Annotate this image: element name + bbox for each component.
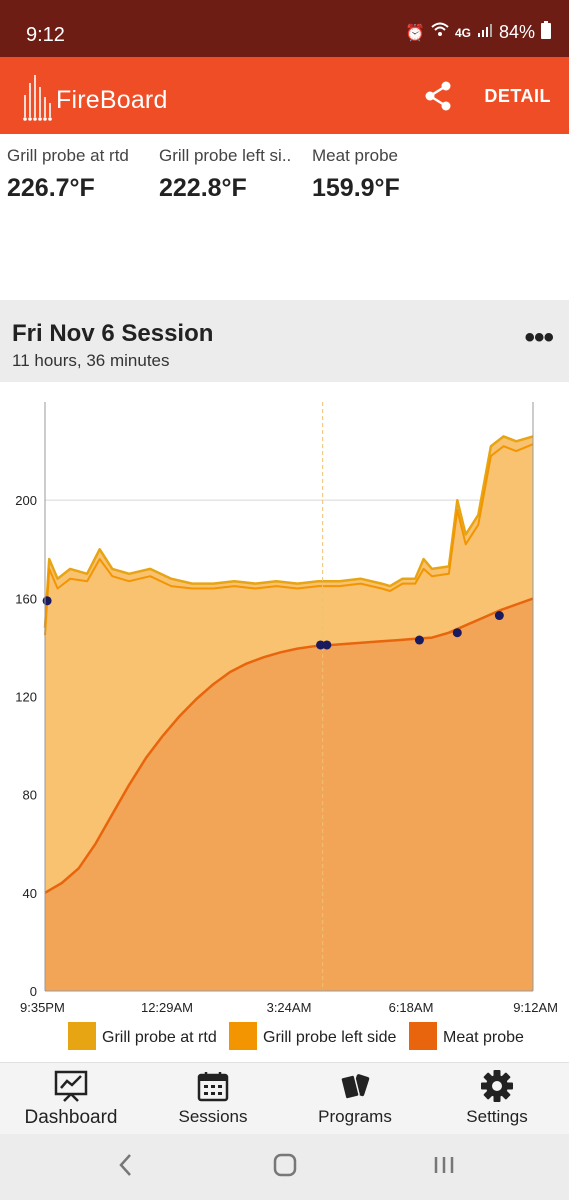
session-chart[interactable]: 0 40 80 120 160 200 9:35PM 12:29AM 3:24AM 6:18AM 9… <box>0 382 569 1062</box>
x-tick-label: 12:29AM <box>141 1000 193 1015</box>
battery-percent: 84% <box>498 22 535 42</box>
nav-settings[interactable]: Settings <box>442 1069 552 1127</box>
battery-icon <box>541 21 551 44</box>
legend-label: Grill probe left side <box>263 1029 396 1046</box>
probe-temp: 159.9°F <box>312 174 400 202</box>
probe-card-meat[interactable]: Meat probe 159.9°F <box>312 146 457 203</box>
data-marker <box>494 611 504 621</box>
network-type-icon: 4G <box>454 25 471 40</box>
legend-swatch <box>409 1022 437 1050</box>
nav-label: Programs <box>318 1107 392 1126</box>
probe-name: Grill probe left si.. <box>159 146 292 165</box>
recent-apps-icon[interactable] <box>432 1151 458 1186</box>
series-line <box>44 597 534 894</box>
data-marker <box>316 640 326 650</box>
x-tick-label: 6:18AM <box>389 1000 434 1015</box>
x-tick-label: 3:24AM <box>267 1000 312 1015</box>
x-tick-label: 9:35PM <box>20 1000 65 1015</box>
probe-readings: Grill probe at rtd 226.7°F Grill probe l… <box>0 134 569 300</box>
probe-card-grill-rtd[interactable]: Grill probe at rtd 226.7°F <box>7 146 152 203</box>
nav-label: Sessions <box>178 1107 248 1126</box>
y-tick-label: 200 <box>15 493 37 508</box>
y-tick-label: 80 <box>23 788 37 803</box>
nav-sessions[interactable]: Sessions <box>158 1069 268 1127</box>
fireboard-logo: FireBoard <box>22 69 168 123</box>
detail-button[interactable]: DETAIL <box>484 86 551 106</box>
data-marker <box>322 640 332 650</box>
status-icons: ⏰ 4G 84% <box>405 21 551 44</box>
probe-temp: 226.7°F <box>7 174 95 202</box>
legend-swatch <box>229 1022 257 1050</box>
session-duration: 11 hours, 36 minutes <box>12 351 170 370</box>
legend-label: Grill probe at rtd <box>102 1029 217 1046</box>
system-navigation-bar <box>0 1134 569 1200</box>
series-area <box>45 598 533 991</box>
nav-dashboard[interactable]: Dashboard <box>16 1069 126 1129</box>
app-bar: FireBoard DETAIL <box>0 57 569 134</box>
cards-icon <box>340 1074 370 1100</box>
wifi-icon <box>431 22 449 43</box>
nav-label: Dashboard <box>24 1107 118 1128</box>
more-options-icon[interactable]: ••• <box>524 321 553 354</box>
fireboard-logo-icon <box>23 75 52 121</box>
dashboard-chart-icon <box>54 1070 88 1102</box>
home-icon[interactable] <box>272 1151 298 1186</box>
y-tick-label: 160 <box>15 591 37 606</box>
status-bar: 9:12 ⏰ 4G 84% <box>0 0 569 57</box>
nav-programs[interactable]: Programs <box>300 1069 410 1127</box>
y-tick-label: 120 <box>15 690 37 705</box>
alarm-icon: ⏰ <box>405 24 425 42</box>
share-button[interactable] <box>424 81 454 111</box>
data-marker <box>42 596 52 606</box>
share-icon <box>425 81 451 111</box>
nav-label: Settings <box>466 1107 528 1126</box>
y-tick-label: 0 <box>30 984 37 999</box>
x-tick-label: 9:12AM <box>513 1000 558 1015</box>
legend-swatch <box>68 1022 96 1050</box>
probe-name: Grill probe at rtd <box>7 146 129 165</box>
session-header: Fri Nov 6 Session 11 hours, 36 minutes •… <box>0 300 569 382</box>
data-marker <box>452 628 462 638</box>
series-line <box>43 435 534 628</box>
signal-icon <box>477 22 493 43</box>
y-tick-label: 40 <box>23 886 37 901</box>
status-time: 9:12 <box>26 24 65 46</box>
bottom-navigation: Dashboard Sessions Programs <box>0 1062 569 1134</box>
calendar-icon <box>197 1072 229 1102</box>
session-title: Fri Nov 6 Session <box>12 320 214 347</box>
probe-temp: 222.8°F <box>159 174 247 202</box>
back-icon[interactable] <box>116 1151 136 1186</box>
data-marker <box>414 635 424 645</box>
logo-text: FireBoard <box>56 86 168 114</box>
probe-card-grill-left[interactable]: Grill probe left si.. 222.8°F <box>159 146 304 203</box>
probe-name: Meat probe <box>312 146 398 165</box>
gear-icon <box>481 1070 513 1102</box>
legend-label: Meat probe <box>443 1029 524 1046</box>
series-line <box>44 443 534 636</box>
